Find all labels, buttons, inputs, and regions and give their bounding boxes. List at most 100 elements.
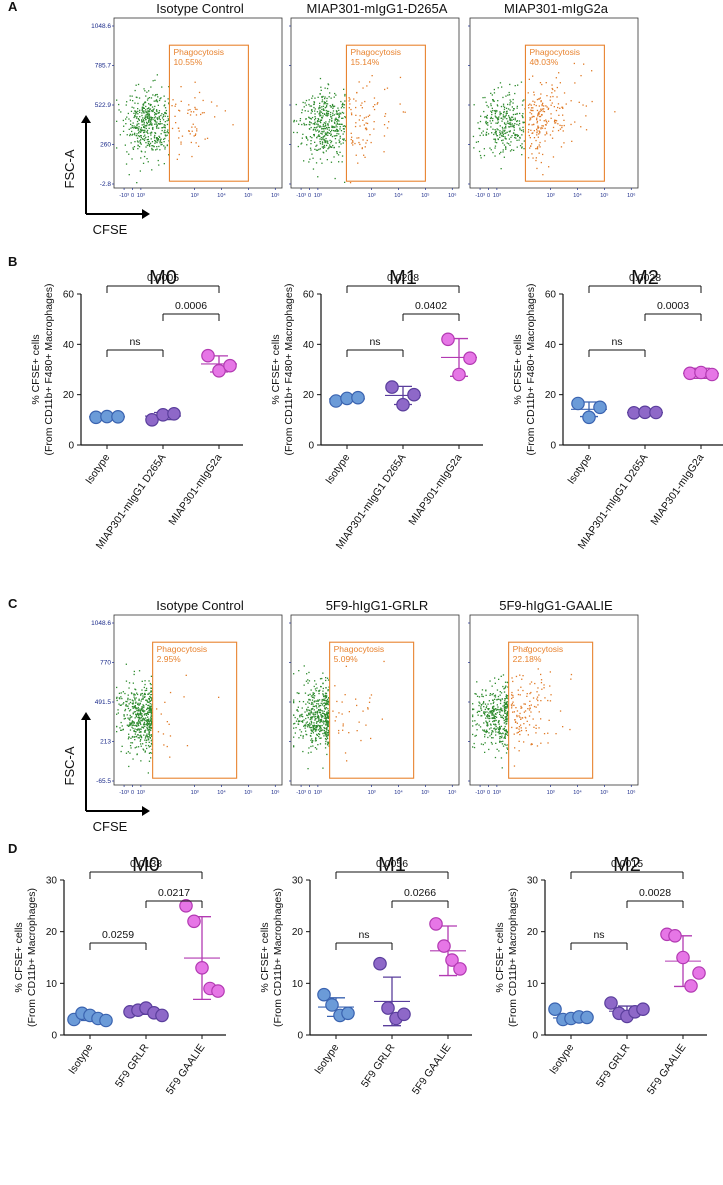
flow-event [310,735,312,737]
flow-event [319,678,322,680]
flow-event [509,83,511,86]
flow-event [145,116,147,119]
flow-event [517,731,519,733]
flow-event [141,689,143,691]
flow-event [485,717,487,719]
flow-event [555,733,557,735]
flow-event [473,742,475,745]
flow-event [319,125,321,127]
flow-event [140,131,142,133]
flow-event [138,146,141,148]
flow-event [341,111,343,114]
flow-event [313,714,315,716]
flow-event [492,99,494,101]
flow-event [325,134,328,136]
flow-event [300,143,302,145]
flow-event [157,96,159,98]
flow-event [149,697,151,700]
flow-event [325,735,327,738]
flow-event [530,711,532,713]
flow-event [312,713,314,715]
flow-event [502,103,505,105]
flow-event [310,149,312,151]
flow-event [326,727,328,729]
flow-event [511,726,513,729]
flow-event [168,154,170,156]
flow-event [324,102,326,104]
flow-event [514,92,516,95]
flow-event [507,718,509,720]
flow-event [150,718,153,720]
flow-event [308,117,311,119]
flow-event [533,726,535,728]
flow-event [135,127,137,129]
chart-title: M1 [389,267,417,289]
phagocytosis-gate [524,44,605,182]
flow-event [483,729,486,731]
flow-event [150,719,152,721]
flow-event [141,114,143,117]
flow-event [188,130,190,132]
flow-event [158,110,161,112]
flow-event [488,717,490,720]
flow-event [160,114,162,117]
flow-event [544,697,546,699]
flow-x-tick-label: 10³ [493,193,501,199]
flow-plot: Isotype Control1048.6785.7522.9260-2.8-1… [91,1,283,199]
flow-event [148,752,151,754]
flow-event [496,748,498,750]
flow-event [339,151,341,153]
x-tick-label: Isotype [83,452,112,487]
flow-event [505,720,507,723]
flow-event [142,704,144,706]
flow-event [142,695,144,697]
flow-event [370,737,372,740]
flow-event [324,721,326,723]
flow-event [547,120,550,122]
flow-event [142,106,144,109]
flow-event [516,715,518,718]
flow-event [487,722,489,724]
flow-event [512,694,514,697]
flow-event [321,710,324,712]
flow-event [546,95,548,97]
flow-event [539,97,541,99]
flow-event [526,720,528,722]
flow-event [301,720,304,722]
flow-event [323,732,326,734]
flow-event [503,737,505,739]
flow-event [131,742,134,744]
flow-event [168,723,170,725]
flow-event [155,99,158,101]
flow-event [367,708,369,710]
flow-event [143,139,146,142]
flow-event [472,703,474,705]
y-axis-label: % CFSE+ cells [270,334,282,404]
flow-event [546,106,548,108]
flow-event [550,694,552,696]
flow-event [152,128,154,130]
flow-event [147,97,149,100]
flow-event [484,708,486,711]
flow-event [370,694,373,696]
flow-event [151,124,153,126]
gate-label: Phagocytosis [157,644,208,654]
flow-event [532,718,534,720]
flow-event [481,695,483,697]
flow-event [516,146,518,148]
flow-event [552,95,554,98]
flow-event [329,114,332,116]
flow-event [305,680,308,682]
flow-event [519,724,522,726]
flow-event [146,115,148,118]
flow-event [302,737,304,739]
flow-event [143,129,145,132]
flow-event [139,135,141,137]
flow-event [313,705,316,708]
flow-event [493,714,495,716]
flow-event [504,681,507,683]
flow-event [319,726,322,728]
flow-event [158,99,161,102]
flow-event [525,730,527,732]
